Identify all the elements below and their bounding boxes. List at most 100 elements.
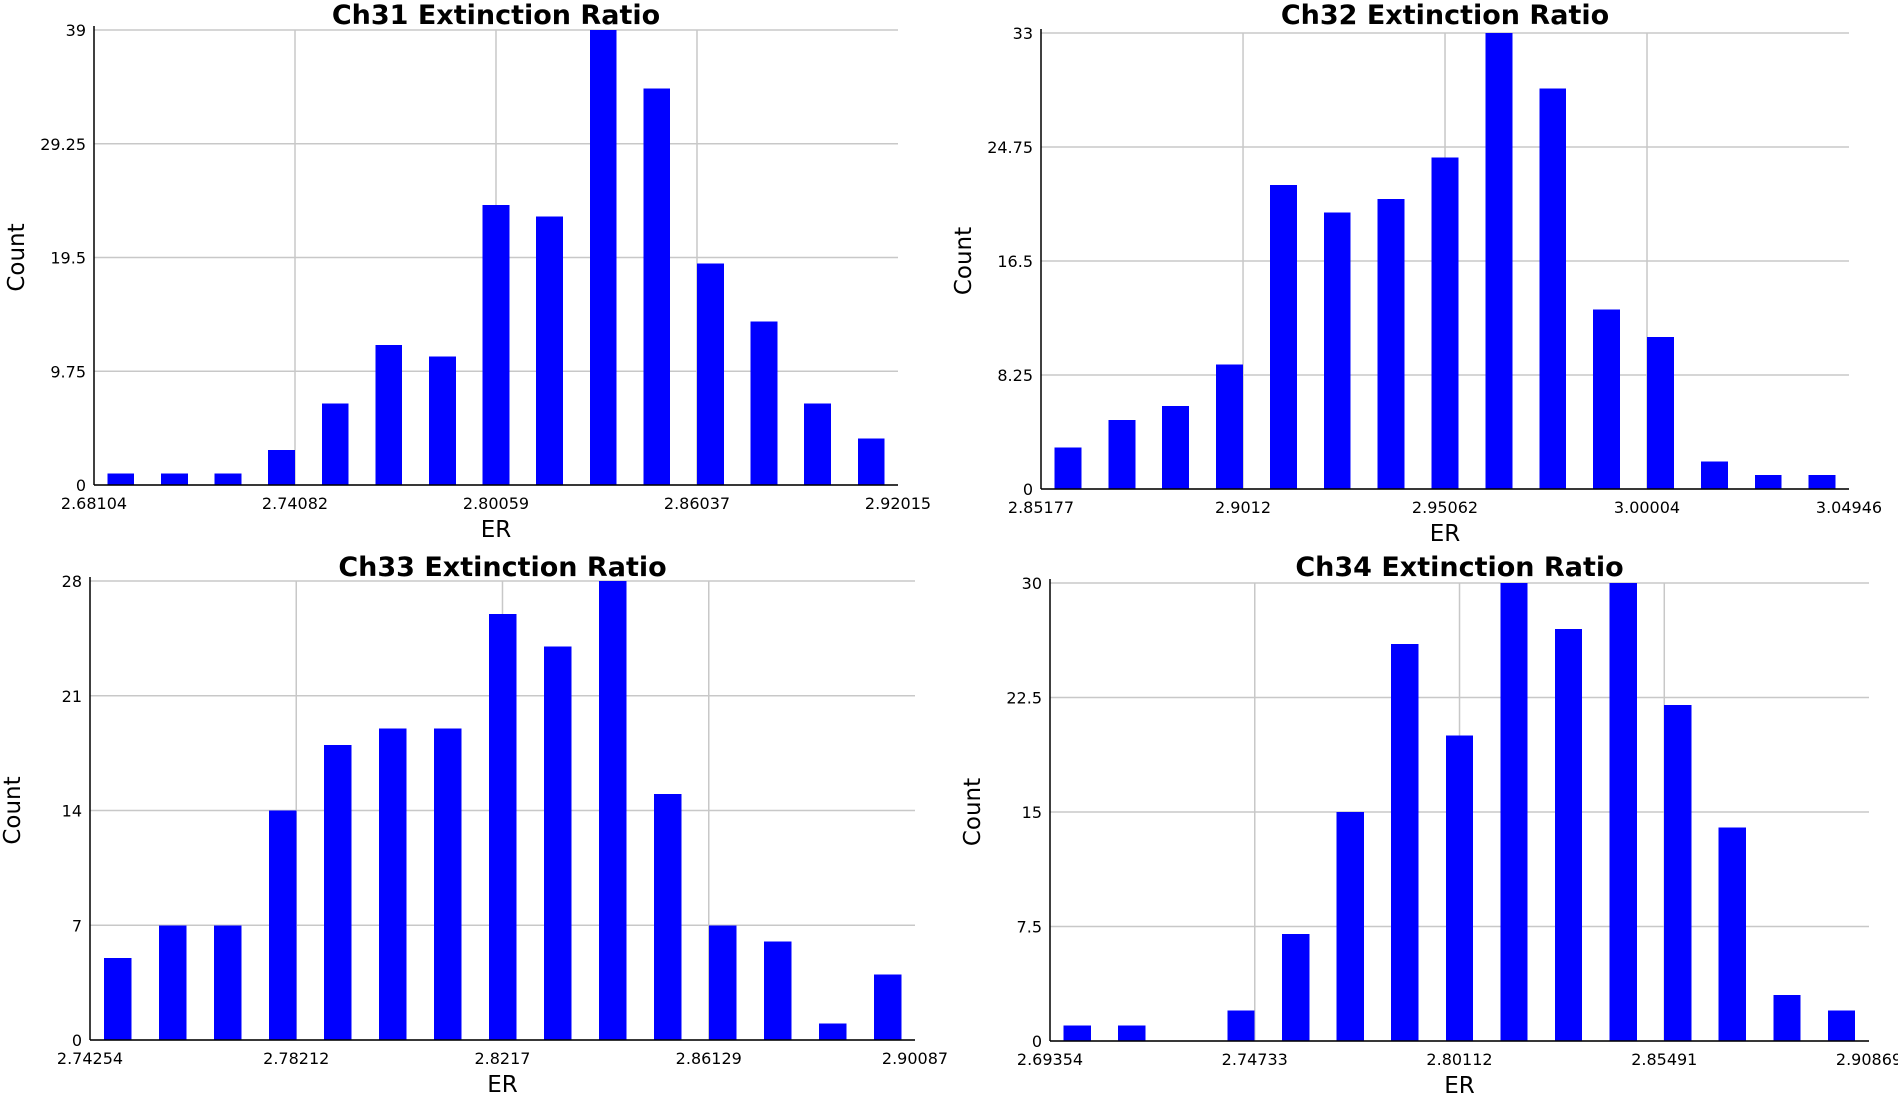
histogram-bar (598, 581, 627, 1040)
histogram-bar (643, 88, 671, 485)
histogram-bar (1269, 185, 1297, 489)
y-tick-label: 0 (1023, 480, 1033, 499)
histogram-bar (428, 356, 456, 485)
y-tick-label: 21 (62, 687, 82, 706)
y-tick-label: 7 (72, 916, 82, 935)
chart-ch31: 0 9.75 19.5 29.25 39 2.68104 2.74082 2.80059 2.8… (4, 0, 931, 543)
histogram-bar (1431, 157, 1459, 490)
histogram-bar (433, 728, 462, 1040)
histogram-bar (1827, 1010, 1856, 1041)
histogram-bar (750, 321, 778, 485)
histogram-bar (214, 473, 242, 485)
y-tick-label: 19.5 (50, 249, 86, 268)
histogram-bar (1539, 88, 1567, 490)
x-tick-label: 2.69354 (1017, 1050, 1083, 1069)
chart-panel-ch31: 0 9.75 19.5 29.25 39 2.68104 2.74082 2.80059 2.8… (0, 0, 949, 552)
y-tick-label: 33 (1013, 24, 1033, 43)
histogram-bar (103, 958, 132, 1040)
histogram-bar (589, 30, 617, 485)
histogram-bar (764, 941, 792, 1040)
histogram-bar (161, 473, 188, 485)
y-tick-label: 7.5 (1017, 918, 1042, 937)
x-tick-label: 2.74733 (1222, 1050, 1288, 1069)
histogram-bar (543, 646, 572, 1040)
chart-title: Ch32 Extinction Ratio (1281, 0, 1609, 31)
y-tick-label: 15 (1022, 803, 1042, 822)
x-tick-label: 2.74082 (262, 494, 328, 513)
histogram-bar (1700, 461, 1728, 489)
y-tick-label: 8.25 (997, 366, 1033, 385)
y-tick-label: 39 (66, 21, 86, 40)
histogram-bar (1063, 1025, 1091, 1041)
histogram-bar (323, 744, 352, 1040)
x-tick-label: 3.00004 (1614, 498, 1680, 517)
chart-ch33: 0 7 14 21 28 2.74254 2.78212 2.8217 2.86129 2.900… (0, 552, 948, 1098)
histogram-bar (1647, 337, 1674, 489)
chart-ch34: 0 7.5 15 22.5 30 2.69354 2.74733 2.80112 2.85491… (960, 552, 1898, 1099)
histogram-bar (1773, 995, 1801, 1041)
y-axis-label: Count (951, 227, 977, 295)
histogram-bar (1500, 583, 1528, 1041)
histogram-bar (804, 403, 831, 485)
x-tick-label: 2.74254 (57, 1049, 123, 1068)
histogram-bar (1282, 934, 1310, 1041)
y-tick-label: 0 (76, 476, 86, 495)
x-tick-label: 2.8217 (474, 1049, 530, 1068)
x-axis-label: ER (487, 1072, 518, 1098)
histogram-bar (1336, 812, 1364, 1041)
histogram-bar (158, 925, 187, 1040)
chart-panel-ch32: 0 8.25 16.5 24.75 33 2.85177 2.9012 2.95062 3.00… (949, 0, 1898, 552)
x-tick-label: 2.86037 (664, 494, 730, 513)
histogram-bar (375, 345, 403, 485)
y-tick-label: 9.75 (50, 362, 86, 381)
histogram-bar (857, 438, 885, 485)
histogram-bar (1391, 644, 1419, 1041)
histogram-bar (1216, 364, 1244, 489)
histogram-bar (321, 403, 349, 485)
x-axis-label: ER (1444, 1073, 1475, 1099)
histogram-bar (107, 473, 135, 485)
chart-panel-ch33: 0 7 14 21 28 2.74254 2.78212 2.8217 2.86129 2.900… (0, 552, 949, 1105)
x-tick-label: 2.92015 (865, 494, 931, 513)
x-tick-label: 2.9012 (1215, 498, 1271, 517)
histogram-bar (1445, 735, 1474, 1041)
x-axis-label: ER (481, 517, 512, 543)
chart-panel-ch34: 0 7.5 15 22.5 30 2.69354 2.74733 2.80112 2.85491… (949, 552, 1898, 1105)
x-tick-label: 3.04946 (1816, 498, 1882, 517)
y-tick-label: 22.5 (1006, 689, 1042, 708)
chart-title: Ch31 Extinction Ratio (332, 0, 660, 31)
histogram-bar (1377, 198, 1405, 489)
y-tick-label: 29.25 (40, 135, 86, 154)
y-axis-label: Count (0, 776, 26, 844)
histogram-bar (482, 205, 510, 485)
histogram-bar (268, 810, 297, 1040)
histogram-bar (1554, 628, 1583, 1041)
histogram-bar (1664, 705, 1692, 1041)
y-tick-label: 28 (62, 572, 82, 591)
histogram-bar (1485, 33, 1513, 489)
y-tick-label: 0 (1032, 1032, 1042, 1051)
y-tick-label: 14 (62, 802, 82, 821)
x-tick-label: 2.80112 (1426, 1050, 1492, 1069)
histogram-bar (819, 1023, 847, 1040)
histogram-bar (1754, 475, 1782, 489)
histogram-bar (268, 450, 295, 485)
histogram-bar (1609, 583, 1637, 1041)
x-tick-label: 2.85177 (1008, 498, 1074, 517)
y-tick-label: 30 (1022, 574, 1042, 593)
histogram-bar (696, 263, 724, 485)
x-tick-label: 2.90869 (1836, 1050, 1898, 1069)
y-tick-label: 16.5 (997, 252, 1033, 271)
y-tick-label: 24.75 (987, 138, 1033, 157)
histogram-bar (1323, 212, 1351, 489)
histogram-bar (1593, 309, 1621, 489)
x-tick-label: 2.78212 (263, 1049, 329, 1068)
histogram-bar (709, 925, 737, 1040)
histogram-bar (1162, 406, 1190, 489)
x-tick-label: 2.95062 (1412, 498, 1478, 517)
histogram-bar (1227, 1010, 1255, 1041)
chart-title: Ch34 Extinction Ratio (1295, 552, 1623, 583)
y-tick-label: 0 (72, 1031, 82, 1050)
histogram-bar (488, 613, 517, 1040)
histogram-bar (1808, 475, 1836, 489)
